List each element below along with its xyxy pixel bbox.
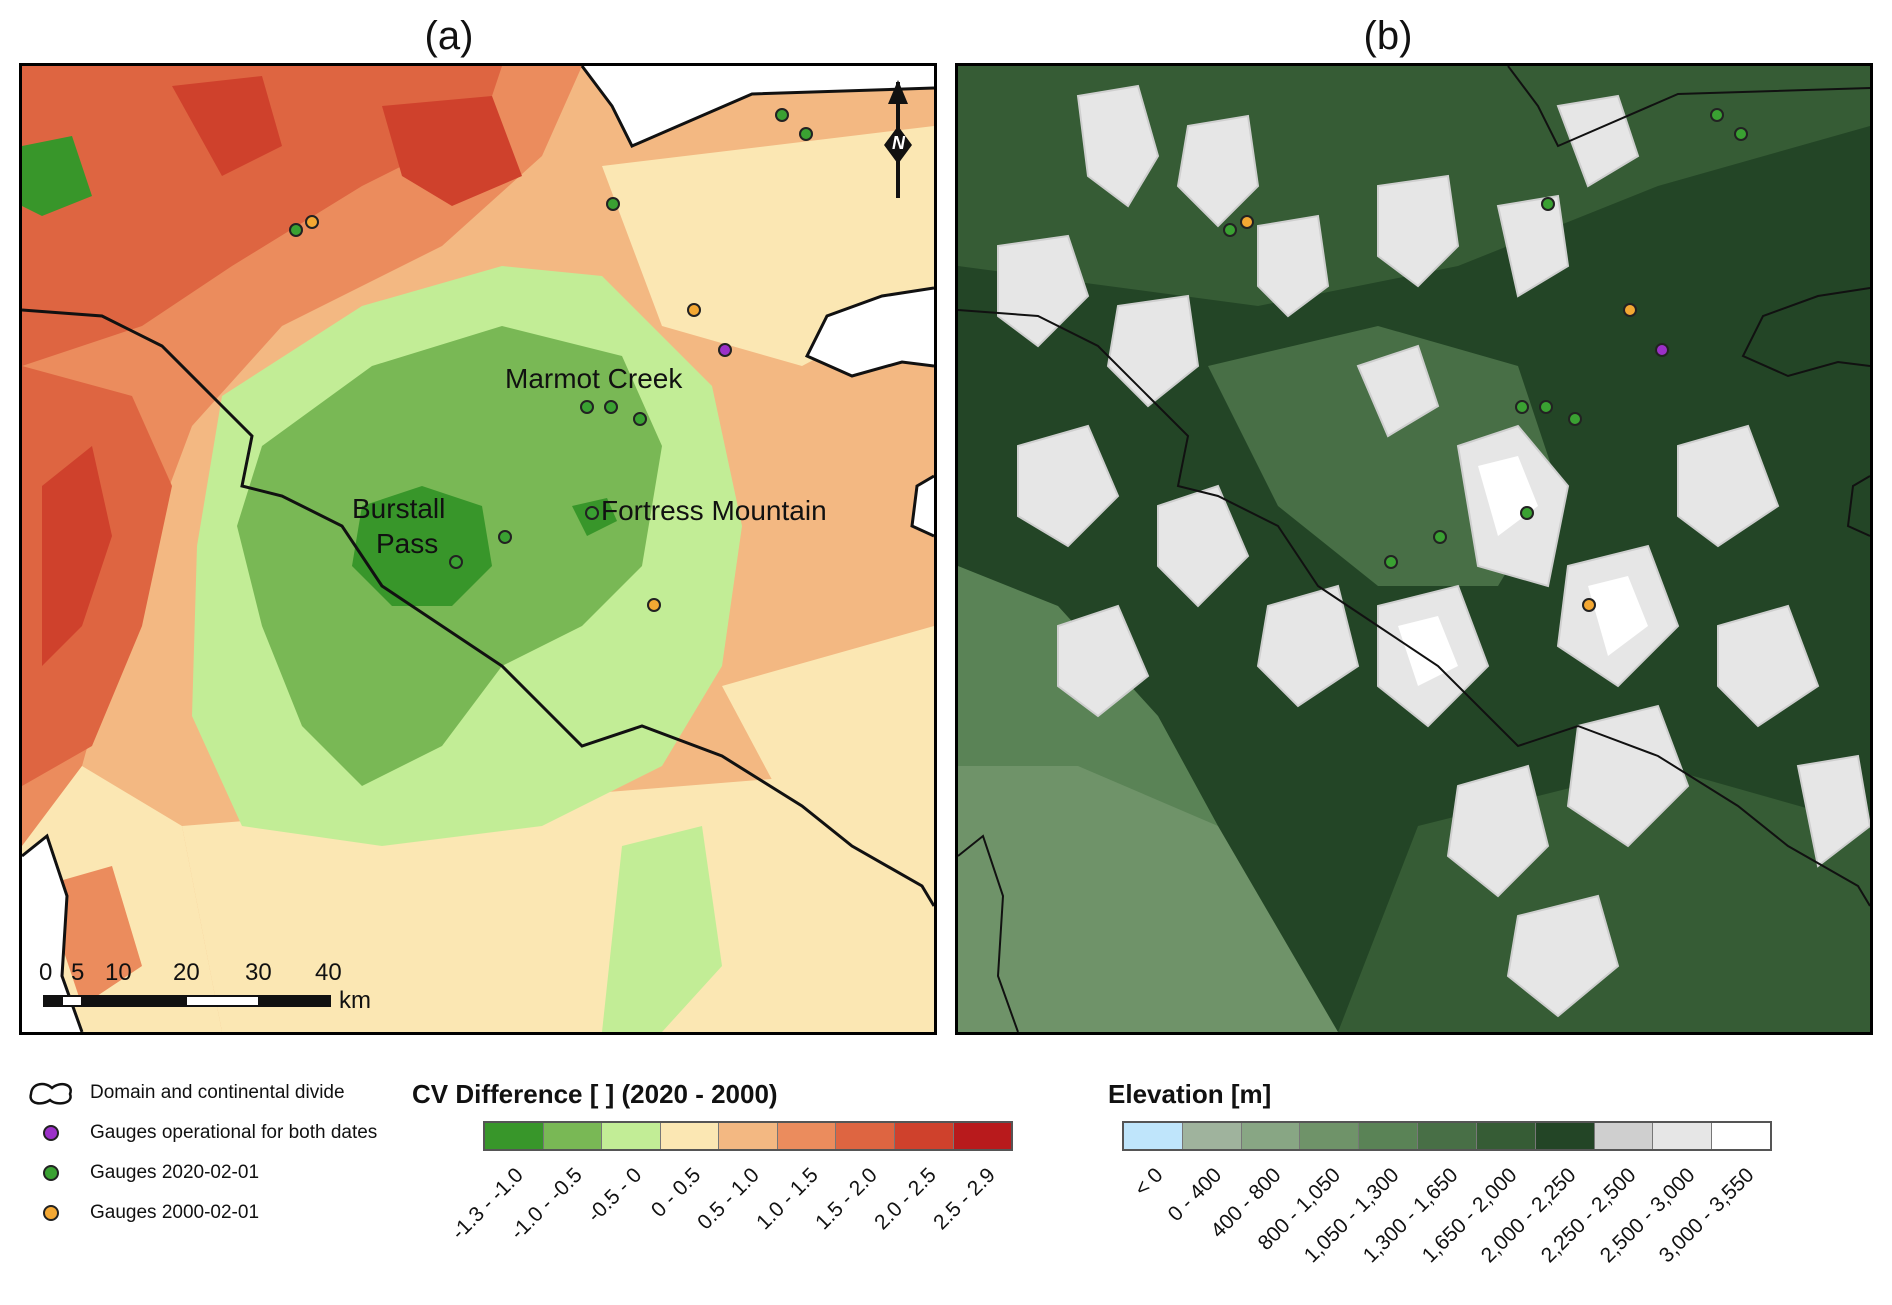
legend-2020-label: Gauges 2020-02-01 xyxy=(90,1162,260,1183)
cv-swatch xyxy=(894,1123,954,1149)
scale-bar: 0 5 10 20 30 40 km xyxy=(39,959,371,1019)
scale-unit: km xyxy=(339,987,371,1014)
elev-swatch xyxy=(1359,1123,1419,1149)
cv-swatch xyxy=(953,1123,1012,1149)
elev-swatch xyxy=(1594,1123,1654,1149)
cv-swatch xyxy=(719,1123,778,1149)
map-b-canvas xyxy=(958,66,1870,1032)
elev-swatch xyxy=(1418,1123,1477,1149)
cv-swatch xyxy=(836,1123,895,1149)
cv-tick-label: 2.5 - 2.9 xyxy=(928,1163,1000,1235)
elev-swatch xyxy=(1241,1123,1301,1149)
cv-colorbar-title: CV Difference [ ] (2020 - 2000) xyxy=(412,1079,778,1109)
outline-icon xyxy=(29,1082,72,1105)
cv-tick-label: 1.5 - 2.0 xyxy=(810,1163,882,1235)
label-burstall: Burstall xyxy=(352,493,446,524)
cv-colorbar xyxy=(483,1121,1013,1151)
scale-tick-30: 30 xyxy=(245,959,272,986)
cv-tick-label: 0.5 - 1.0 xyxy=(693,1163,764,1235)
scale-tick-5: 5 xyxy=(71,959,85,986)
elev-tick-label: < 0 xyxy=(1130,1163,1168,1201)
cv-swatch xyxy=(485,1123,544,1149)
cv-swatch xyxy=(543,1123,603,1149)
legend-dot-2000 xyxy=(43,1205,59,1221)
elev-swatch xyxy=(1653,1123,1713,1149)
legend-domain-label: Domain and continental divide xyxy=(90,1082,345,1103)
legend-domain: Domain and continental divide xyxy=(22,1076,345,1110)
legend-2000-label: Gauges 2000-02-01 xyxy=(90,1202,260,1223)
legend-2020: Gauges 2020-02-01 xyxy=(22,1156,259,1190)
panel-b-title: (b) xyxy=(1363,14,1413,58)
legend-both-dates: Gauges operational for both dates xyxy=(22,1116,377,1150)
cv-tick-label: -0.5 - 0 xyxy=(582,1163,647,1227)
map-cv-difference[interactable] xyxy=(19,63,937,1035)
north-arrow-letter: N xyxy=(892,133,905,153)
elev-swatch xyxy=(1300,1123,1360,1149)
cv-tick-label: 2.0 - 2.5 xyxy=(869,1163,941,1235)
map-a-canvas xyxy=(22,66,934,1032)
cv-swatch xyxy=(660,1123,720,1149)
elev-swatch xyxy=(1712,1123,1770,1149)
elev-swatch xyxy=(1535,1123,1595,1149)
legend-both-label: Gauges operational for both dates xyxy=(90,1122,378,1143)
label-fortress-mountain: Fortress Mountain xyxy=(601,495,827,526)
label-marmot-creek: Marmot Creek xyxy=(505,363,683,394)
scale-tick-10: 10 xyxy=(105,959,132,986)
panel-a-title: (a) xyxy=(424,14,474,58)
elev-swatch xyxy=(1182,1123,1242,1149)
legend-dot-both xyxy=(43,1125,59,1141)
map-elevation[interactable] xyxy=(955,63,1873,1035)
scale-tick-40: 40 xyxy=(315,959,342,986)
cv-swatch xyxy=(777,1123,837,1149)
elev-swatch xyxy=(1476,1123,1536,1149)
cv-tick-label: 1.0 - 1.5 xyxy=(751,1163,823,1235)
legend-dot-2020 xyxy=(43,1165,59,1181)
cv-swatch xyxy=(602,1123,661,1149)
legend-2000: Gauges 2000-02-01 xyxy=(22,1196,259,1230)
scale-tick-20: 20 xyxy=(173,959,200,986)
elev-swatch xyxy=(1124,1123,1183,1149)
scale-tick-0: 0 xyxy=(39,959,53,986)
elev-colorbar xyxy=(1122,1121,1772,1151)
label-pass: Pass xyxy=(376,528,439,559)
elev-colorbar-title: Elevation [m] xyxy=(1108,1079,1272,1109)
